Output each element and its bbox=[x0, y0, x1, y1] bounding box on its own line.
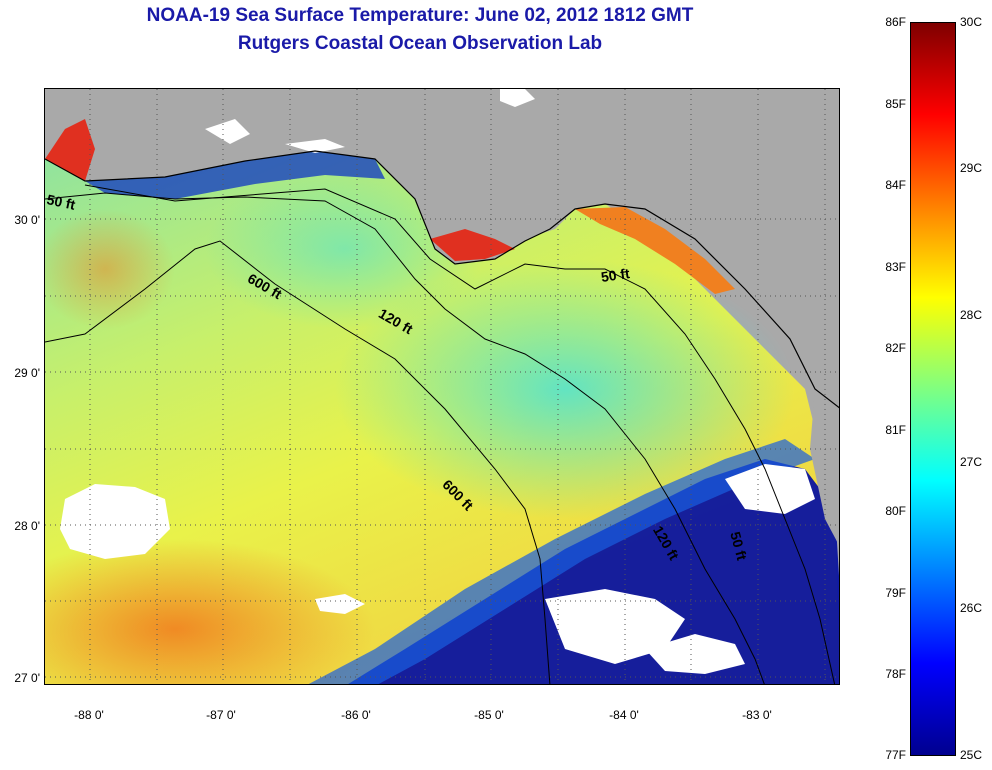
colorbar-label-80f: 80F bbox=[885, 504, 906, 518]
colorbar-label-25c: 25C bbox=[960, 748, 983, 762]
colorbar-label-29c: 29C bbox=[960, 161, 983, 175]
lon-label-86: -86 0' bbox=[341, 708, 371, 722]
warm-region-southwest bbox=[45, 539, 375, 684]
lon-label-83: -83 0' bbox=[742, 708, 772, 722]
lat-label-28: 28 0' bbox=[14, 519, 40, 533]
lat-label-30: 30 0' bbox=[14, 213, 40, 227]
coastline bbox=[45, 150, 839, 409]
lat-label-27: 27 0' bbox=[14, 671, 40, 685]
colorbar-label-27c: 27C bbox=[960, 455, 983, 469]
colorbar-label-84f: 84F bbox=[885, 178, 906, 192]
colorbar-label-86f: 86F bbox=[885, 15, 906, 29]
map-title: NOAA-19 Sea Surface Temperature: June 02… bbox=[146, 5, 694, 26]
cool-region bbox=[335, 259, 795, 519]
contour-50ft bbox=[84, 184, 836, 684]
depth-contours bbox=[45, 184, 836, 684]
lat-label-29: 29 0' bbox=[14, 366, 40, 380]
colorbar-label-82f: 82F bbox=[885, 341, 906, 355]
cool-region-north bbox=[205, 169, 485, 329]
colorbar-label-26c: 26C bbox=[960, 601, 983, 615]
colorbar-label-79f: 79F bbox=[885, 586, 906, 600]
sst-map-canvas bbox=[45, 89, 839, 684]
colorbar-label-77f: 77F bbox=[885, 748, 906, 762]
contour-600ft bbox=[45, 240, 551, 684]
sst-map: 50 ft 600 ft 120 ft 50 ft 600 ft 120 ft … bbox=[44, 88, 840, 685]
colorbar-label-78f: 78F bbox=[885, 667, 906, 681]
lon-label-87: -87 0' bbox=[206, 708, 236, 722]
warm-bay-apalachicola bbox=[430, 229, 515, 261]
map-subtitle: Rutgers Coastal Ocean Observation Lab bbox=[237, 33, 603, 54]
colorbar-label-85f: 85F bbox=[885, 97, 906, 111]
lon-label-85: -85 0' bbox=[474, 708, 504, 722]
temperature-colorbar bbox=[910, 22, 956, 756]
cold-transition bbox=[308, 439, 815, 684]
warm-region-northwest bbox=[45, 209, 175, 329]
lon-label-88: -88 0' bbox=[74, 708, 104, 722]
clouds bbox=[60, 89, 815, 674]
colorbar-label-83f: 83F bbox=[885, 260, 906, 274]
land-east-coast bbox=[810, 389, 839, 546]
contour-120ft bbox=[45, 192, 765, 684]
lon-label-84: -84 0' bbox=[609, 708, 639, 722]
cold-coastal-band bbox=[85, 151, 385, 199]
colorbar-label-28c: 28C bbox=[960, 308, 983, 322]
warm-coast-bigbend bbox=[575, 207, 735, 294]
colorbar-label-81f: 81F bbox=[885, 423, 906, 437]
colorbar-label-30c: 30C bbox=[960, 15, 983, 29]
